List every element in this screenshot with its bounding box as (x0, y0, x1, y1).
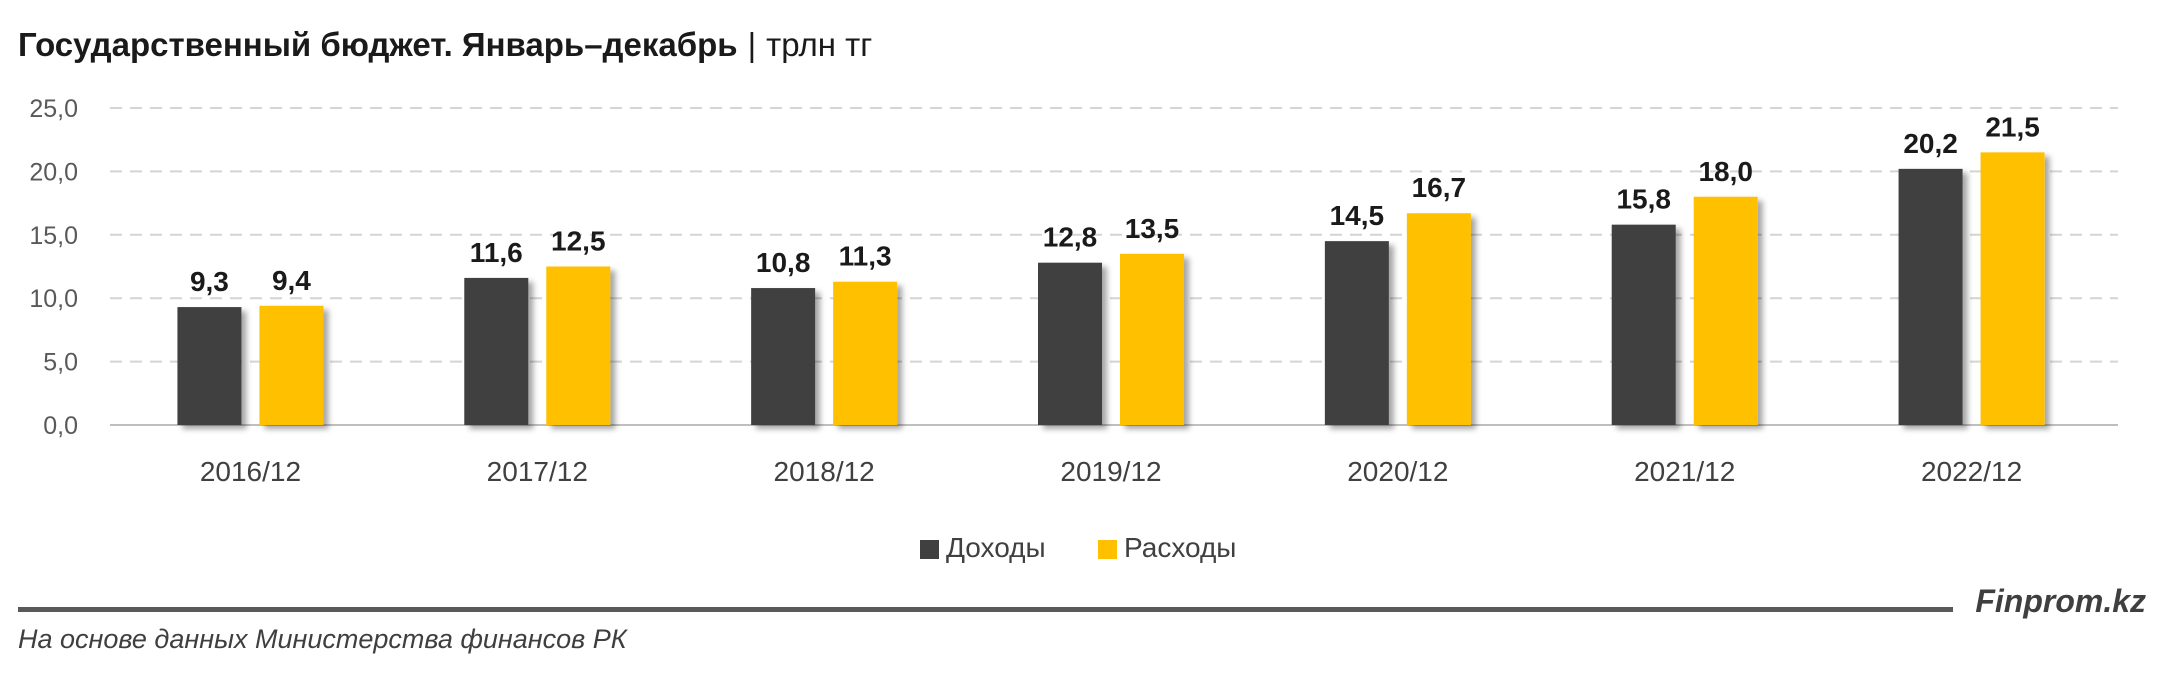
x-category-label: 2016/12 (200, 456, 301, 487)
x-category-label: 2022/12 (1921, 456, 2022, 487)
bar-income (464, 277, 529, 425)
data-label: 11,3 (839, 241, 892, 272)
footer-rule (18, 607, 1953, 612)
bar-expense (1406, 213, 1471, 425)
chart-unit: трлн тг (766, 26, 873, 63)
data-label: 16,7 (1412, 172, 1467, 203)
legend-label-income: Доходы (946, 532, 1046, 563)
x-axis-categories: 2016/12 2017/12 2018/12 2019/12 2020/12 2021/… (200, 456, 2022, 487)
x-category-label: 2017/12 (487, 456, 588, 487)
data-label: 21,5 (1985, 111, 2040, 142)
bar-expense (1693, 196, 1758, 425)
bar-expense (546, 266, 611, 425)
x-category-label: 2020/12 (1347, 456, 1448, 487)
title-separator: | (747, 26, 757, 63)
source-note: На основе данных Министерства финансов Р… (18, 624, 627, 654)
bar-income (1611, 224, 1676, 425)
data-label: 10,8 (756, 247, 811, 278)
bar-income (1324, 241, 1389, 425)
data-label: 18,0 (1698, 156, 1753, 187)
y-tick-label: 25,0 (29, 95, 78, 123)
y-axis-ticks: 0,0 5,0 10,0 15,0 20,0 25,0 (29, 95, 78, 440)
data-label: 9,4 (272, 265, 311, 296)
y-tick-label: 10,0 (29, 285, 78, 313)
legend-swatch-expense (1098, 540, 1117, 559)
bar-income (1038, 262, 1102, 425)
brand-logo-text: Finprom.kz (1975, 583, 2146, 619)
legend: Доходы Расходы (920, 532, 1236, 563)
bar-chart: 0,0 5,0 10,0 15,0 20,0 25,0 9,3 9,4 11,6 12,5 10,… (29, 95, 2118, 563)
bars (177, 152, 2045, 425)
chart-title: Государственный бюджет. Январь–декабрь (18, 26, 738, 63)
data-label: 12,5 (551, 226, 606, 257)
bar-expense (259, 305, 324, 425)
bar-income (751, 288, 816, 425)
y-tick-label: 15,0 (29, 222, 78, 250)
bar-income (1898, 168, 1963, 425)
chart-title-row: Государственный бюджет. Январь–декабрь | т… (18, 26, 872, 64)
bar-income (177, 307, 242, 425)
y-tick-label: 20,0 (29, 158, 78, 186)
bar-expense (1120, 253, 1184, 425)
data-label: 9,3 (190, 266, 229, 297)
x-category-label: 2019/12 (1060, 456, 1161, 487)
legend-swatch-income (920, 540, 939, 559)
y-tick-label: 0,0 (43, 412, 78, 440)
data-label: 12,8 (1043, 222, 1098, 253)
data-label: 14,5 (1330, 200, 1385, 231)
data-labels: 9,3 9,4 11,6 12,5 10,8 11,3 12,8 13,5 14,5 16,7 15… (190, 111, 2040, 297)
y-tick-label: 5,0 (43, 349, 78, 377)
data-label: 11,6 (470, 237, 523, 268)
legend-label-expense: Расходы (1124, 532, 1236, 563)
gridlines (110, 107, 2118, 426)
x-category-label: 2018/12 (774, 456, 875, 487)
x-category-label: 2021/12 (1634, 456, 1735, 487)
data-label: 15,8 (1616, 184, 1671, 215)
data-label: 13,5 (1125, 213, 1180, 244)
data-label: 20,2 (1903, 128, 1958, 159)
bar-expense (833, 281, 898, 425)
bar-expense (1980, 152, 2045, 425)
